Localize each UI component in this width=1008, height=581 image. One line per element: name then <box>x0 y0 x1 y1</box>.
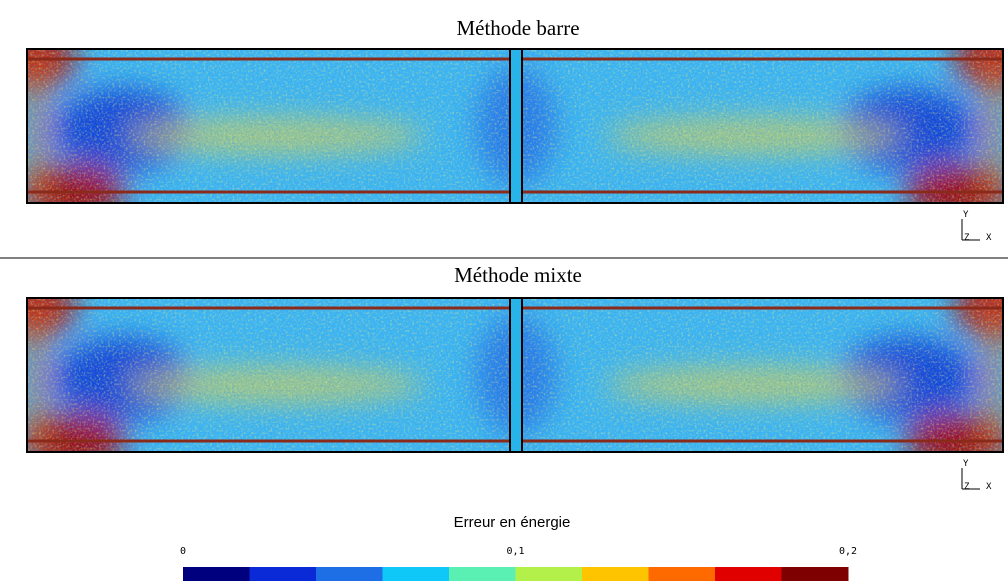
colorbar: 0 0,1 0,2 <box>180 546 857 581</box>
axis-label: X <box>986 482 992 492</box>
color-segment <box>582 567 649 581</box>
panel-title: Méthode barre <box>456 16 579 40</box>
tick-label: 0,1 <box>506 546 524 557</box>
axis-label: Y <box>963 459 969 469</box>
axis-label: Z <box>964 482 970 492</box>
panel-title: Méthode mixte <box>454 263 582 287</box>
axis-triad: Y Z X <box>961 210 992 243</box>
color-segment <box>449 567 516 581</box>
axis-label: Y <box>963 210 969 220</box>
tick-label: 0 <box>180 546 186 557</box>
color-segment <box>648 567 716 581</box>
axis-triad: Y Z X <box>961 459 992 492</box>
color-segment <box>781 567 849 581</box>
field-plot <box>0 277 1008 470</box>
tick-label: 0,2 <box>839 546 857 557</box>
color-segment <box>382 567 450 581</box>
color-segment <box>183 567 250 581</box>
color-segment <box>316 567 383 581</box>
color-segment <box>515 567 583 581</box>
colorbar-title: Erreur en énergie <box>454 514 571 531</box>
axis-label: X <box>986 233 992 243</box>
color-segment <box>715 567 782 581</box>
field-plot <box>0 28 1008 221</box>
color-segment <box>249 567 317 581</box>
axis-label: Z <box>964 233 970 243</box>
